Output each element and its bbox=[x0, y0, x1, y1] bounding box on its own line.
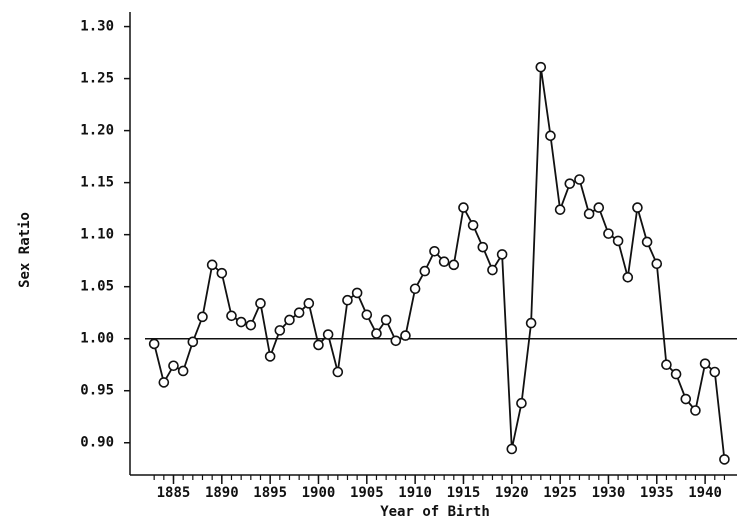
marker bbox=[216, 267, 228, 279]
marker bbox=[699, 358, 711, 369]
marker bbox=[235, 316, 247, 328]
y-tick-label: 1.00 bbox=[80, 331, 114, 347]
marker bbox=[390, 335, 402, 347]
marker bbox=[332, 366, 344, 378]
x-axis-label: Year of Birth bbox=[380, 504, 490, 520]
marker bbox=[719, 454, 730, 465]
marker bbox=[525, 317, 537, 329]
x-tick-label: 1940 bbox=[688, 485, 722, 501]
marker bbox=[177, 365, 189, 377]
marker bbox=[313, 339, 324, 351]
marker bbox=[583, 208, 595, 220]
marker bbox=[535, 61, 547, 73]
marker bbox=[641, 236, 653, 248]
marker bbox=[342, 294, 353, 306]
marker bbox=[303, 298, 315, 309]
y-tick-label: 1.05 bbox=[80, 279, 114, 295]
marker bbox=[632, 202, 643, 213]
marker bbox=[593, 202, 605, 213]
marker bbox=[293, 307, 305, 318]
x-tick-label: 1890 bbox=[205, 485, 239, 501]
marker bbox=[487, 264, 498, 276]
marker bbox=[361, 309, 373, 321]
marker bbox=[322, 329, 334, 340]
y-tick-label: 0.95 bbox=[80, 383, 114, 399]
marker bbox=[409, 283, 421, 295]
marker bbox=[467, 219, 479, 231]
x-tick-label: 1930 bbox=[592, 485, 626, 501]
marker bbox=[148, 338, 160, 350]
x-tick-label: 1900 bbox=[302, 485, 336, 501]
marker bbox=[564, 178, 576, 189]
marker bbox=[255, 298, 266, 309]
marker bbox=[622, 272, 634, 283]
marker bbox=[670, 368, 682, 380]
marker bbox=[458, 202, 469, 213]
marker bbox=[245, 319, 257, 331]
marker bbox=[284, 314, 295, 326]
marker bbox=[206, 259, 218, 271]
marker bbox=[496, 249, 508, 260]
marker bbox=[603, 228, 614, 239]
y-tick-label: 1.10 bbox=[80, 227, 114, 243]
marker bbox=[264, 351, 276, 362]
marker bbox=[429, 246, 440, 257]
x-tick-label: 1925 bbox=[543, 485, 577, 501]
marker bbox=[545, 130, 556, 142]
y-tick-label: 1.30 bbox=[80, 19, 114, 35]
marker bbox=[226, 310, 237, 322]
marker bbox=[574, 174, 585, 185]
marker bbox=[690, 405, 701, 416]
marker bbox=[197, 311, 208, 323]
marker bbox=[371, 328, 382, 339]
marker bbox=[351, 287, 363, 299]
marker bbox=[680, 393, 692, 405]
marker bbox=[419, 265, 431, 277]
y-tick-label: 1.20 bbox=[80, 123, 114, 139]
marker bbox=[380, 314, 392, 326]
y-tick-label: 0.90 bbox=[80, 435, 114, 451]
x-tick-label: 1910 bbox=[398, 485, 432, 501]
marker bbox=[274, 325, 286, 336]
x-tick-label: 1935 bbox=[640, 485, 674, 501]
y-tick-label: 1.25 bbox=[80, 71, 114, 87]
marker bbox=[477, 241, 489, 253]
y-axis-label: Sex Ratio bbox=[17, 212, 33, 288]
marker bbox=[612, 235, 624, 247]
marker bbox=[168, 360, 179, 372]
x-tick-label: 1895 bbox=[253, 485, 287, 501]
marker bbox=[438, 256, 450, 268]
marker bbox=[448, 259, 460, 271]
marker bbox=[516, 397, 527, 409]
x-tick-label: 1915 bbox=[447, 485, 481, 501]
marker bbox=[158, 377, 170, 388]
marker bbox=[651, 258, 663, 270]
marker bbox=[400, 330, 411, 341]
marker bbox=[506, 443, 518, 455]
marker bbox=[661, 359, 672, 371]
y-tick-label: 1.15 bbox=[80, 175, 114, 191]
marker bbox=[187, 336, 199, 348]
marker bbox=[554, 204, 566, 215]
marker bbox=[709, 366, 721, 378]
x-tick-label: 1885 bbox=[157, 485, 191, 501]
x-tick-label: 1920 bbox=[495, 485, 529, 501]
x-tick-label: 1905 bbox=[350, 485, 384, 501]
